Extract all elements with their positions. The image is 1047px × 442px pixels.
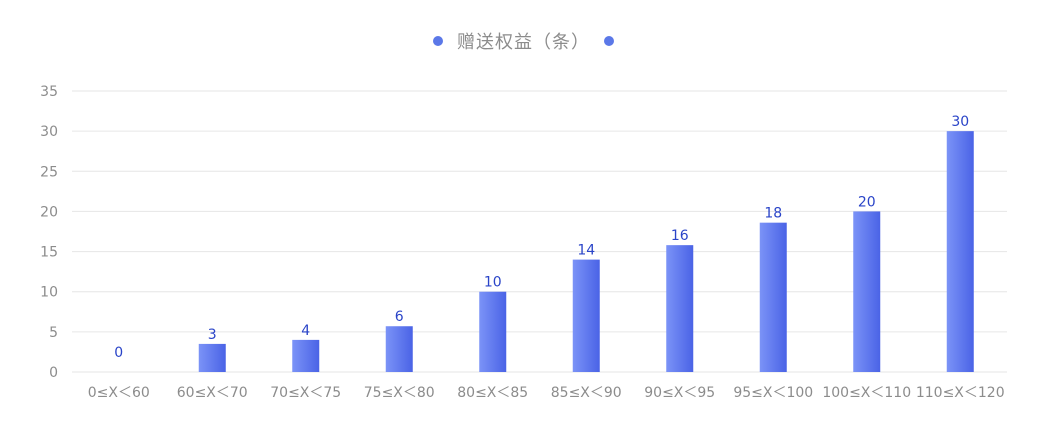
x-tick-label: 0≤X＜60	[88, 385, 150, 401]
legend-dot-left	[433, 36, 443, 46]
y-tick-label: 0	[49, 365, 58, 381]
x-tick-label: 60≤X＜70	[177, 385, 248, 401]
x-tick-label: 70≤X＜75	[270, 385, 341, 401]
data-label: 0	[114, 345, 123, 361]
bar	[479, 291, 507, 372]
bar	[572, 259, 600, 372]
x-tick-label: 110≤X＜120	[916, 385, 1005, 401]
y-tick-label: 15	[40, 245, 58, 261]
data-label: 10	[484, 275, 502, 291]
bar	[946, 131, 974, 372]
y-tick-label: 30	[40, 124, 58, 140]
data-label: 4	[301, 323, 310, 339]
data-label: 6	[395, 309, 404, 325]
chart-title: 赠送权益（条）	[457, 32, 590, 53]
bar	[198, 343, 226, 372]
bar	[666, 245, 694, 372]
x-tick-label: 95≤X＜100	[733, 385, 813, 401]
x-tick-label: 85≤X＜90	[551, 385, 622, 401]
x-tick-label: 75≤X＜80	[364, 385, 435, 401]
x-tick-label: 90≤X＜95	[644, 385, 715, 401]
bar	[385, 326, 413, 372]
legend-dot-right	[604, 36, 614, 46]
y-tick-label: 35	[40, 84, 58, 100]
data-label: 18	[764, 206, 782, 222]
data-label: 14	[577, 243, 595, 259]
x-tick-label: 80≤X＜85	[457, 385, 528, 401]
data-label: 30	[951, 114, 969, 130]
y-tick-label: 5	[49, 325, 58, 341]
data-label: 3	[208, 327, 217, 343]
chart-legend: 赠送权益（条）	[0, 26, 1047, 56]
x-tick-label: 100≤X＜110	[822, 385, 911, 401]
bar	[759, 222, 787, 372]
bar	[853, 211, 881, 372]
bar	[292, 339, 320, 372]
data-label: 20	[858, 194, 876, 210]
y-tick-label: 25	[40, 164, 58, 180]
y-tick-label: 20	[40, 204, 58, 220]
data-label: 16	[671, 228, 689, 244]
y-tick-label: 10	[40, 285, 58, 301]
